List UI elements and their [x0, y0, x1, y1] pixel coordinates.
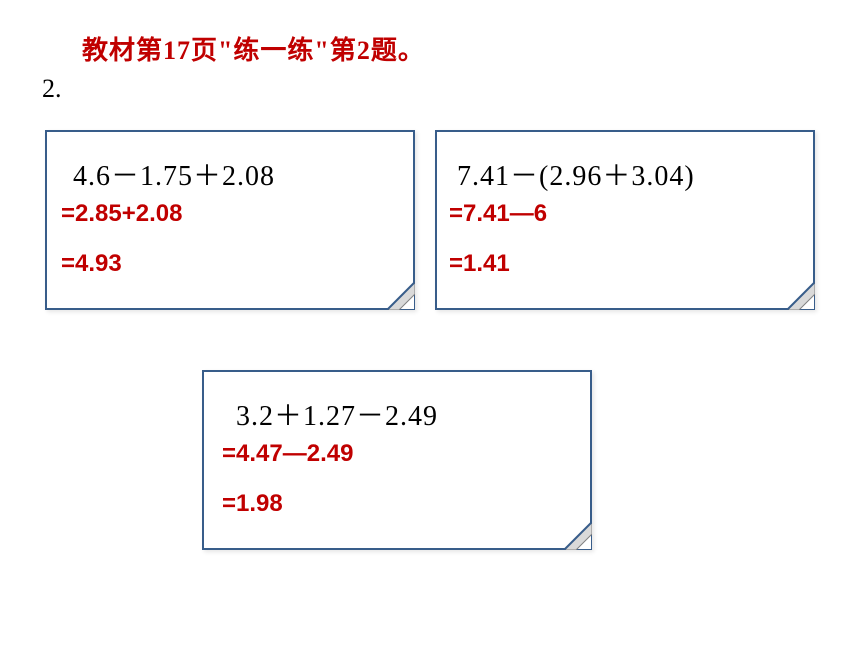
question-number: 2.	[42, 74, 62, 104]
solution-step-2: =4.93	[61, 250, 122, 278]
page-curl-icon	[387, 282, 415, 310]
problem-box-1: 4.6－1.75＋2.08 =2.85+2.08 =4.93	[45, 130, 415, 310]
solution-step-1: =7.41—6	[449, 200, 547, 228]
solution-step-1: =2.85+2.08	[61, 200, 182, 228]
problem-expression: 7.41－(2.96＋3.04)	[457, 154, 695, 194]
solution-step-2: =1.41	[449, 250, 510, 278]
problem-box-2: 7.41－(2.96＋3.04) =7.41—6 =1.41	[435, 130, 815, 310]
solution-step-1: =4.47—2.49	[222, 440, 353, 468]
page-title: 教材第17页"练一练"第2题。	[82, 30, 425, 67]
solution-step-2: =1.98	[222, 490, 283, 518]
problem-box-3: 3.2＋1.27－2.49 =4.47—2.49 =1.98	[202, 370, 592, 550]
page-curl-icon	[787, 282, 815, 310]
page-curl-icon	[564, 522, 592, 550]
problem-expression: 3.2＋1.27－2.49	[236, 394, 438, 434]
problem-expression: 4.6－1.75＋2.08	[73, 154, 275, 194]
